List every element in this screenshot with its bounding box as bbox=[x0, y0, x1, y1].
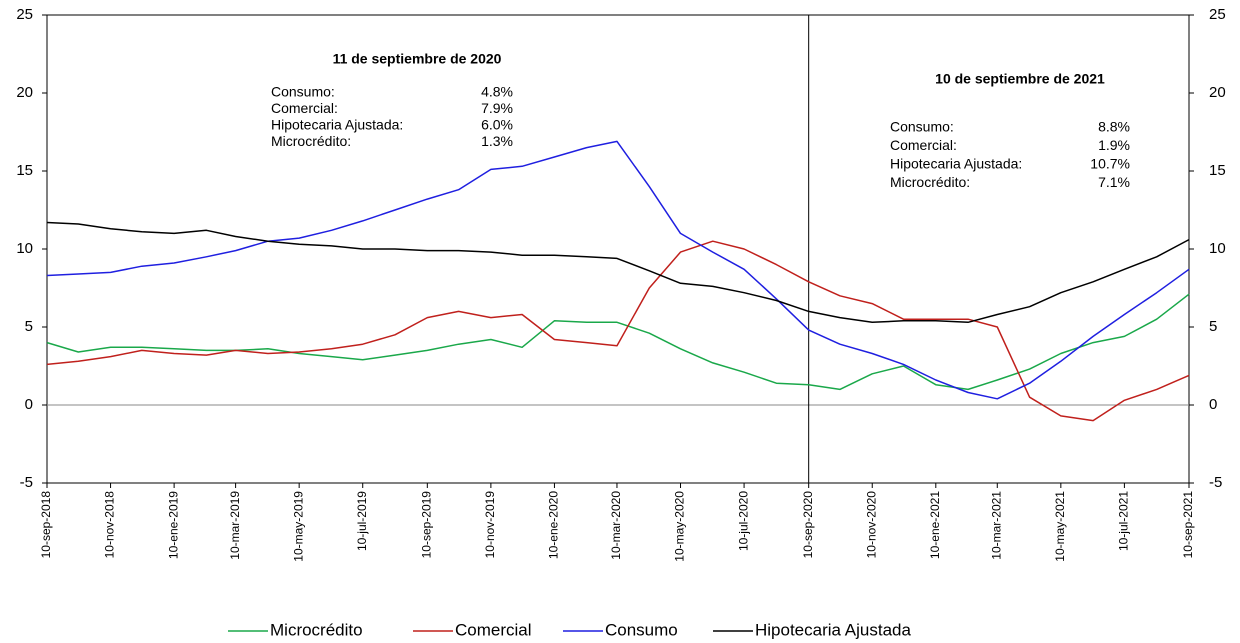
annotation-label: Microcrédito: bbox=[271, 133, 351, 149]
x-tick-label: 10-nov-2019 bbox=[483, 491, 497, 559]
y2-tick-label: 5 bbox=[1209, 318, 1217, 335]
series-line bbox=[46, 221, 1190, 324]
annotation-label: Comercial: bbox=[890, 137, 957, 153]
y-tick-label: 5 bbox=[25, 318, 33, 335]
x-tick-label: 10-jul-2020 bbox=[736, 491, 750, 551]
annotation-value: 1.3% bbox=[481, 133, 513, 149]
x-tick-label: 10-ene-2019 bbox=[166, 491, 180, 559]
x-tick-label: 10-may-2021 bbox=[1053, 491, 1067, 562]
x-tick-label: 10-mar-2020 bbox=[609, 491, 623, 560]
annotation-label: Hipotecaria Ajustada: bbox=[890, 156, 1022, 172]
x-tick-label: 10-may-2020 bbox=[673, 491, 687, 562]
annotation-value: 7.9% bbox=[481, 100, 513, 116]
y-tick-label: 20 bbox=[16, 84, 33, 101]
annotation-label: Hipotecaria Ajustada: bbox=[271, 117, 403, 133]
annotation-label: Consumo: bbox=[890, 119, 954, 135]
legend-label: Consumo bbox=[605, 620, 678, 639]
x-tick-label: 10-may-2019 bbox=[291, 491, 305, 562]
y-tick-label: 10 bbox=[16, 240, 33, 257]
y2-tick-label: 25 bbox=[1209, 6, 1226, 23]
x-tick-label: 10-nov-2020 bbox=[864, 491, 878, 559]
annotation-label: Comercial: bbox=[271, 100, 338, 116]
x-tick-label: 10-jul-2021 bbox=[1117, 491, 1131, 551]
x-tick-label: 10-jul-2019 bbox=[355, 491, 369, 551]
annotation-value: 8.8% bbox=[1098, 119, 1130, 135]
y-tick-label: 15 bbox=[16, 162, 33, 179]
x-tick-label: 10-ene-2021 bbox=[928, 491, 942, 559]
series-line bbox=[46, 240, 1190, 422]
x-tick-label: 10-sep-2021 bbox=[1181, 491, 1195, 559]
y2-tick-label: 20 bbox=[1209, 84, 1226, 101]
y-tick-label: 25 bbox=[16, 6, 33, 23]
y-tick-label: 0 bbox=[25, 396, 33, 413]
annotation-value: 10.7% bbox=[1090, 156, 1130, 172]
y2-tick-label: -5 bbox=[1209, 474, 1222, 491]
annotation-value: 1.9% bbox=[1098, 137, 1130, 153]
series-line bbox=[46, 140, 1190, 400]
y2-tick-label: 10 bbox=[1209, 240, 1226, 257]
annotation-title: 11 de septiembre de 2020 bbox=[333, 51, 502, 67]
x-tick-label: 10-sep-2018 bbox=[39, 491, 53, 559]
annotation-value: 6.0% bbox=[481, 117, 513, 133]
annotation-title: 10 de septiembre de 2021 bbox=[935, 71, 1105, 87]
legend-label: Comercial bbox=[455, 620, 532, 639]
x-tick-label: 10-mar-2021 bbox=[989, 491, 1003, 560]
series-line bbox=[46, 293, 1190, 391]
y-tick-label: -5 bbox=[20, 474, 33, 491]
x-tick-label: 10-sep-2019 bbox=[419, 491, 433, 559]
y2-tick-label: 0 bbox=[1209, 396, 1217, 413]
annotation-value: 7.1% bbox=[1098, 174, 1130, 190]
x-tick-label: 10-sep-2020 bbox=[801, 491, 815, 559]
x-tick-label: 10-ene-2020 bbox=[547, 491, 561, 559]
annotation-label: Consumo: bbox=[271, 84, 335, 100]
annotation-label: Microcrédito: bbox=[890, 174, 970, 190]
legend-label: Hipotecaria Ajustada bbox=[755, 620, 911, 639]
y2-tick-label: 15 bbox=[1209, 162, 1226, 179]
legend-label: Microcrédito bbox=[270, 620, 363, 639]
x-tick-label: 10-mar-2019 bbox=[228, 491, 242, 560]
x-tick-label: 10-nov-2018 bbox=[103, 491, 117, 559]
annotation-value: 4.8% bbox=[481, 84, 513, 100]
